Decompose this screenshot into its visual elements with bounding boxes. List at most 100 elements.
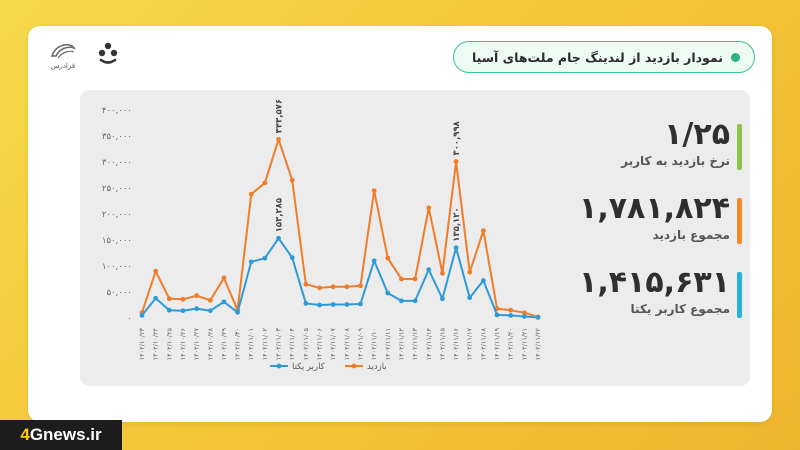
data-point bbox=[194, 306, 200, 312]
data-label: ۱۳۵,۱۲۰ bbox=[452, 207, 462, 241]
x-tick-label: ۱۴۰۲/۱۱/۰۶ bbox=[316, 328, 324, 360]
data-point bbox=[399, 276, 404, 282]
data-point bbox=[289, 177, 295, 183]
data-point bbox=[494, 312, 500, 318]
x-tick-label: ۱۴۰۲/۱۰/۲۶ bbox=[179, 328, 187, 360]
x-tick-label: ۱۴۰۲/۱۱/۱۸ bbox=[479, 327, 487, 360]
x-tick-label: ۱۴۰۲/۱۱/۱۴ bbox=[425, 327, 433, 360]
chart-panel bbox=[80, 90, 750, 386]
data-point bbox=[262, 180, 268, 186]
flower-logo-icon bbox=[96, 41, 120, 69]
data-point bbox=[330, 302, 336, 307]
x-tick-label: ۱۴۰۲/۱۰/۲۷ bbox=[193, 327, 201, 360]
y-tick-label: ۱۰۰,۰۰۰ bbox=[102, 262, 132, 272]
legend-marker bbox=[351, 363, 357, 369]
data-point bbox=[276, 136, 281, 142]
data-label: ۳۰۰,۹۹۸ bbox=[452, 120, 462, 155]
data-point bbox=[153, 295, 159, 301]
stat-value: ۱/۲۵ bbox=[664, 117, 730, 152]
stat-label: نرخ بازدید به کاربر bbox=[621, 154, 730, 168]
x-tick-label: ۱۴۰۲/۱۱/۱۳ bbox=[411, 327, 419, 360]
x-tick-label: ۱۴۰۲/۱۰/۲۸ bbox=[206, 327, 214, 360]
chart-title-pill: نمودار بازدید از لندینگ جام ملت‌های آسیا bbox=[452, 41, 755, 73]
x-tick-label: ۱۴۰۲/۱۱/۱۵ bbox=[438, 327, 446, 360]
logos: فرادرس bbox=[48, 40, 120, 70]
data-point bbox=[344, 302, 350, 307]
legend-label: بازدید bbox=[367, 362, 387, 372]
legend-marker bbox=[276, 363, 282, 369]
data-point bbox=[399, 298, 404, 304]
data-point bbox=[330, 284, 336, 290]
data-label: ۱۵۳,۲۸۵ bbox=[275, 198, 285, 232]
data-point bbox=[358, 283, 363, 289]
data-point bbox=[440, 296, 445, 302]
data-point bbox=[139, 313, 145, 318]
data-point bbox=[467, 295, 473, 301]
x-tick-label: ۱۴۰۲/۱۱/۱۱ bbox=[384, 328, 392, 360]
y-tick-label: ۳۵۰,۰۰۰ bbox=[102, 132, 132, 142]
data-point bbox=[180, 296, 186, 302]
y-tick-label: ۵۰,۰۰۰ bbox=[106, 288, 132, 298]
data-point bbox=[289, 255, 295, 261]
y-tick-label: ۳۰۰,۰۰۰ bbox=[102, 158, 132, 168]
series-line-0 bbox=[141, 138, 539, 318]
logo-caption: فرادرس bbox=[50, 62, 76, 70]
x-tick-label: ۱۴۰۲/۱۱/۰۹ bbox=[356, 327, 364, 360]
data-point bbox=[412, 298, 418, 304]
stat-label: مجموع بازدید bbox=[652, 228, 730, 242]
data-label: ۳۴۳,۵۷۶ bbox=[275, 99, 285, 133]
x-tick-label: ۱۴۰۲/۱۱/۱۶ bbox=[452, 328, 460, 360]
x-tick-label: ۱۴۰۲/۱۰/۳۰ bbox=[234, 328, 242, 360]
data-point bbox=[303, 301, 309, 306]
data-point bbox=[276, 235, 281, 241]
data-point bbox=[521, 314, 527, 319]
x-tick-label: ۱۴۰۲/۱۱/۱۷ bbox=[466, 327, 474, 360]
x-tick-label: ۱۴۰۲/۱۱/۰۷ bbox=[329, 327, 337, 360]
x-tick-label: ۱۴۰۲/۱۱/۲۱ bbox=[520, 328, 528, 360]
stat-value: ۱,۴۱۵,۶۳۱ bbox=[579, 265, 730, 300]
data-point bbox=[371, 258, 377, 264]
line-chart: ۰ ۵۰,۰۰۰ ۱۰۰,۰۰۰ ۱۵۰,۰۰۰ ۲۰۰,۰۰۰ ۲۵۰,۰۰۰ ۳۰۰,۰… bbox=[102, 99, 542, 372]
data-point bbox=[508, 313, 514, 318]
x-tick-label: ۱۴۰۲/۱۱/۰۴ bbox=[288, 327, 296, 360]
data-point bbox=[412, 276, 418, 282]
data-point bbox=[371, 188, 377, 193]
data-point bbox=[317, 285, 322, 291]
chart-title: نمودار بازدید از لندینگ جام ملت‌های آسیا bbox=[471, 49, 723, 65]
stat-total-visits: ۱,۷۸۱,۸۲۴ مجموع بازدید bbox=[540, 191, 742, 244]
title-dot-icon bbox=[731, 52, 740, 62]
data-point bbox=[344, 284, 350, 290]
data-point bbox=[221, 299, 227, 305]
data-point bbox=[207, 308, 213, 314]
stat-value: ۱,۷۸۱,۸۲۴ bbox=[579, 191, 730, 226]
data-point bbox=[426, 267, 432, 273]
data-point bbox=[440, 270, 445, 276]
data-point bbox=[535, 315, 541, 320]
y-tick-label: ۴۰۰,۰۰۰ bbox=[102, 106, 132, 116]
x-tick-label: ۱۴۰۲/۱۱/۰۸ bbox=[343, 327, 351, 360]
data-point bbox=[480, 228, 486, 234]
site-watermark: 4 Gnews.ir bbox=[0, 420, 122, 450]
series-line-1 bbox=[141, 237, 539, 319]
data-point bbox=[248, 191, 254, 197]
data-point bbox=[508, 307, 514, 313]
stat-visit-rate: ۱/۲۵ نرخ بازدید به کاربر bbox=[540, 117, 742, 170]
y-tick-label: ۲۰۰,۰۰۰ bbox=[102, 210, 132, 220]
x-tick-label: ۱۴۰۲/۱۰/۲۳ bbox=[138, 327, 146, 360]
x-tick-label: ۱۴۰۲/۱۱/۱۲ bbox=[397, 327, 405, 360]
data-point bbox=[166, 296, 172, 302]
x-tick-label: ۱۴۰۲/۱۰/۲۹ bbox=[220, 327, 228, 360]
x-tick-label: ۱۴۰۲/۱۰/۲۴ bbox=[152, 327, 160, 360]
data-point bbox=[385, 255, 391, 261]
x-tick-label: ۱۴۰۲/۱۱/۰۲ bbox=[261, 327, 269, 360]
data-point bbox=[358, 301, 363, 307]
x-tick-label: ۱۴۰۲/۱۱/۲۲ bbox=[534, 327, 542, 360]
data-point bbox=[262, 255, 268, 261]
data-point bbox=[207, 297, 213, 303]
x-tick-label: ۱۴۰۲/۱۰/۲۵ bbox=[165, 327, 173, 360]
x-tick-label: ۱۴۰۲/۱۱/۰۵ bbox=[302, 327, 310, 360]
x-tick-label: ۱۴۰۲/۱۱/۱۰ bbox=[370, 328, 378, 360]
swirl-logo-icon: فرادرس bbox=[48, 40, 78, 70]
legend-label: کاربر یکتا bbox=[292, 362, 326, 372]
data-point bbox=[467, 269, 473, 275]
